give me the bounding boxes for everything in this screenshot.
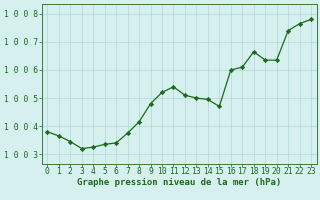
X-axis label: Graphe pression niveau de la mer (hPa): Graphe pression niveau de la mer (hPa) — [77, 178, 281, 187]
